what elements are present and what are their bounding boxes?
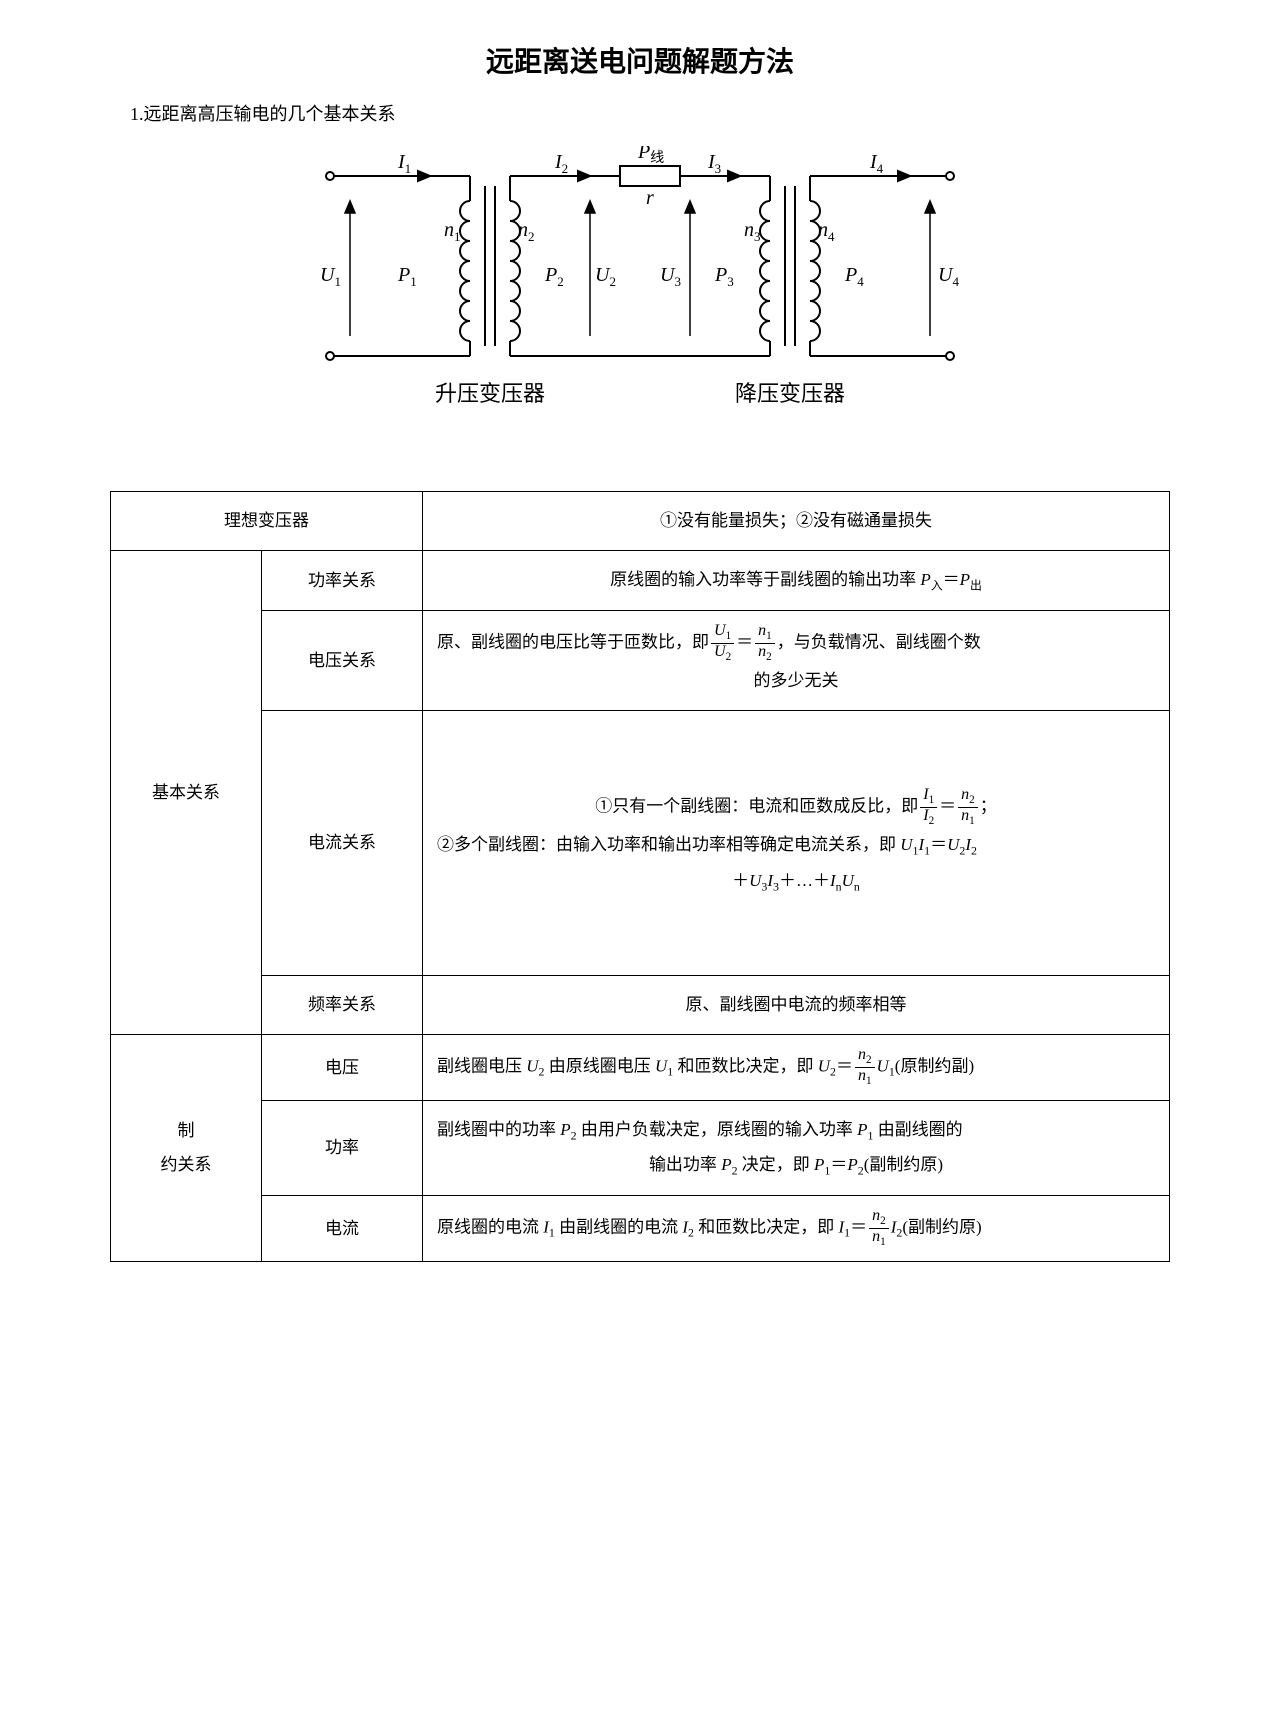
svg-text:I4: I4: [869, 151, 884, 176]
svg-text:n2: n2: [518, 219, 535, 244]
svg-text:n3: n3: [744, 219, 761, 244]
cell-constraint-power: 功率: [262, 1100, 423, 1195]
svg-text:P4: P4: [844, 264, 864, 289]
cell-power-desc: 原线圈的输入功率等于副线圈的输出功率 P入＝P出: [423, 551, 1170, 611]
cell-current-relation: 电流关系: [262, 711, 423, 976]
svg-text:I1: I1: [397, 151, 411, 176]
relations-table: 理想变压器 ①没有能量损失；②没有磁通量损失 基本关系 功率关系 原线圈的输入功…: [110, 491, 1170, 1262]
cell-constraint-current-desc: 原线圈的电流 I1 由副线圈的电流 I2 和匝数比决定，即 I1＝n2n1I2(…: [423, 1196, 1170, 1262]
svg-text:n4: n4: [818, 219, 835, 244]
svg-text:U2: U2: [595, 264, 616, 289]
svg-text:U1: U1: [320, 264, 341, 289]
cell-basic-relations: 基本关系: [111, 551, 262, 1035]
cell-constraint-power-desc: 副线圈中的功率 P2 由用户负载决定，原线圈的输入功率 P1 由副线圈的 输出功…: [423, 1100, 1170, 1195]
cell-constraint-current: 电流: [262, 1196, 423, 1262]
cell-current-desc: ①只有一个副线圈：电流和匝数成反比，即I1I2＝n2n1； ②多个副线圈：由输入…: [423, 711, 1170, 976]
cell-ideal-transformer: 理想变压器: [111, 492, 423, 551]
cell-freq-relation: 频率关系: [262, 976, 423, 1035]
cell-voltage-relation: 电压关系: [262, 611, 423, 711]
svg-text:P1: P1: [397, 264, 417, 289]
svg-text:P线: P线: [637, 146, 664, 166]
svg-text:r: r: [646, 187, 654, 209]
svg-text:I2: I2: [554, 151, 568, 176]
svg-text:U4: U4: [938, 264, 959, 289]
cell-voltage-desc: 原、副线圈的电压比等于匝数比，即U1U2＝n1n2，与负载情况、副线圈个数 的多…: [423, 611, 1170, 711]
page-title: 远距离送电问题解题方法: [60, 40, 1220, 80]
transformer-diagram: I1 I2 I3 I4 P线 r n1 n2 n3 n4 U1 U2 U3 U4…: [60, 146, 1220, 431]
cell-freq-desc: 原、副线圈中电流的频率相等: [423, 976, 1170, 1035]
svg-text:U3: U3: [660, 264, 681, 289]
cell-constraint-voltage-desc: 副线圈电压 U2 由原线圈电压 U1 和匝数比决定，即 U2＝n2n1U1(原制…: [423, 1035, 1170, 1101]
svg-text:n1: n1: [444, 219, 461, 244]
svg-text:升压变压器: 升压变压器: [435, 381, 545, 406]
cell-ideal-desc: ①没有能量损失；②没有磁通量损失: [423, 492, 1170, 551]
svg-text:I3: I3: [707, 151, 721, 176]
cell-constraint-relations: 制 约关系: [111, 1035, 262, 1262]
svg-text:P3: P3: [714, 264, 734, 289]
section-subtitle: 1.远距离高压输电的几个基本关系: [130, 100, 1220, 126]
svg-text:降压变压器: 降压变压器: [735, 381, 845, 406]
cell-constraint-voltage: 电压: [262, 1035, 423, 1101]
cell-power-relation: 功率关系: [262, 551, 423, 611]
svg-text:P2: P2: [544, 264, 564, 289]
